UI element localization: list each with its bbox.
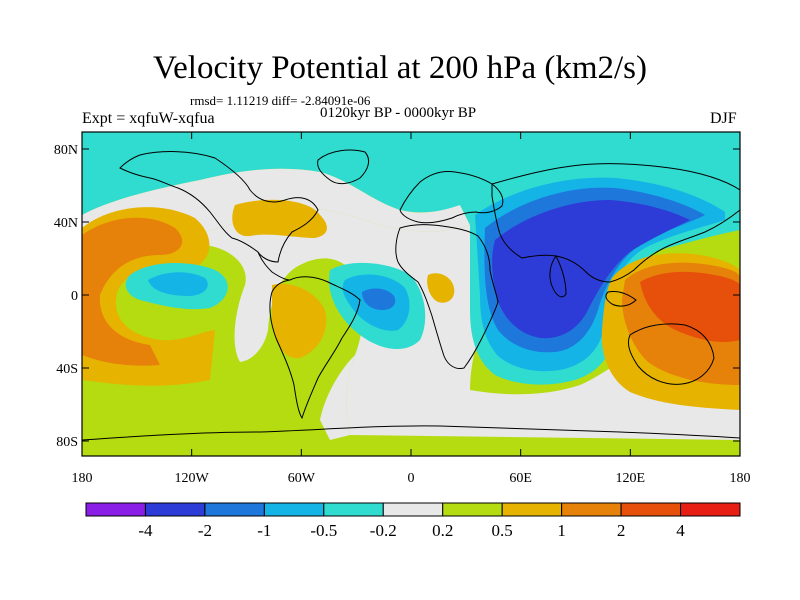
colorbar-segment [442, 502, 503, 517]
colorbar-label: -1 [257, 521, 271, 540]
colorbar-label: -0.5 [310, 521, 337, 540]
field-africa-orange [427, 273, 455, 303]
colorbar-label: 4 [676, 521, 685, 540]
lat-tick-label: 40N [54, 216, 78, 231]
coast-antarctica [82, 425, 740, 441]
coast-central-america [257, 251, 291, 281]
colorbar-label: 1 [557, 521, 566, 540]
lon-tick-label: 120W [175, 471, 210, 486]
colorbar-label: -2 [198, 521, 212, 540]
field-samerica-orange [272, 283, 327, 359]
experiment-label: Expt = xqfuW-xqfua [82, 110, 215, 127]
field-asia-darkblue [492, 200, 690, 339]
lon-tick-label: 0 [408, 471, 415, 486]
coast-europe [399, 171, 504, 224]
lon-tick-label: 60E [509, 471, 532, 486]
colorbar-segment [204, 502, 265, 517]
colorbar-label: 0.5 [492, 521, 513, 540]
colorbar-label: 0.2 [432, 521, 453, 540]
colorbar-segment [263, 502, 325, 517]
lon-ticks: 180 120W 60W 0 60E 120E 180 [72, 132, 751, 486]
colorbar-segment [561, 502, 622, 517]
coast-australia [627, 323, 715, 385]
field-pacific-dark-orange [82, 217, 183, 366]
colorbar-segment [323, 502, 384, 517]
lat-tick-label: 80N [54, 143, 78, 158]
colorbar-segment [620, 502, 682, 517]
field-south-grey [320, 355, 355, 440]
lon-tick-label: 60W [288, 471, 316, 486]
colorbar-label: -0.2 [370, 521, 397, 540]
lon-tick-label: 120E [616, 471, 646, 486]
coast-south-america [269, 276, 361, 420]
colorbar-segment [382, 502, 444, 517]
lat-tick-label: 0 [71, 289, 78, 304]
coast-greenland [317, 149, 370, 185]
lon-tick-label: 180 [72, 471, 93, 486]
colorbar-segment [501, 502, 563, 517]
field-atlantic-orange [232, 199, 327, 238]
coast-asia [491, 163, 740, 283]
map-panel [82, 132, 740, 456]
lon-tick-label: 180 [730, 471, 751, 486]
colorbar-segment [680, 502, 741, 517]
colorbar-label: 2 [617, 521, 626, 540]
stats-label: rmsd= 1.11219 diff= -2.84091e-06 [190, 93, 371, 108]
coast-india [549, 255, 567, 298]
field-pacific-lightblue [148, 272, 208, 296]
coast-maritime [605, 291, 637, 307]
coast-north-america [119, 151, 319, 263]
field-north-cyan [82, 132, 740, 215]
lat-tick-label: 40S [56, 362, 78, 377]
lat-tick-label: 80S [56, 435, 78, 450]
colorbar: -4 -2 -1 -0.5 -0.2 0.2 0.5 1 2 4 [85, 502, 741, 540]
colorbar-label: -4 [138, 521, 153, 540]
season-label: DJF [710, 110, 737, 127]
period-label: 0120kyr BP - 0000kyr BP [320, 105, 477, 121]
coastlines [82, 149, 740, 441]
map-title: Velocity Potential at 200 hPa (km2/s) [152, 50, 648, 86]
lat-ticks: 80N 40N 0 40S 80S [54, 143, 740, 450]
coast-africa [395, 224, 499, 369]
colorbar-segment [85, 502, 146, 517]
field-wpacific-red [640, 271, 740, 343]
colorbar-segment [144, 502, 206, 517]
field-atlantic-blue [362, 288, 396, 310]
